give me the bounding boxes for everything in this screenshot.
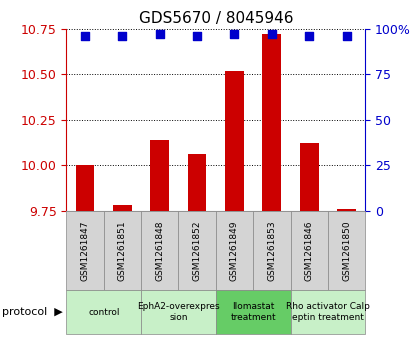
Text: GSM1261847: GSM1261847: [81, 220, 90, 281]
Text: Ilomastat
treatment: Ilomastat treatment: [230, 302, 276, 322]
Point: [82, 33, 88, 39]
Title: GDS5670 / 8045946: GDS5670 / 8045946: [139, 12, 293, 26]
Point: [194, 33, 200, 39]
Text: EphA2-overexpres
sion: EphA2-overexpres sion: [137, 302, 220, 322]
Bar: [151, 140, 169, 211]
Text: GSM1261851: GSM1261851: [118, 220, 127, 281]
Text: control: control: [88, 308, 120, 317]
Bar: [225, 71, 244, 211]
Point: [119, 33, 126, 39]
Bar: [337, 209, 356, 211]
Bar: [263, 34, 281, 211]
Text: GSM1261849: GSM1261849: [230, 220, 239, 281]
Point: [306, 33, 312, 39]
Bar: [76, 165, 95, 211]
Point: [269, 32, 275, 37]
Bar: [300, 143, 319, 211]
Text: protocol  ▶: protocol ▶: [2, 307, 62, 317]
Text: Rho activator Calp
eptin treatment: Rho activator Calp eptin treatment: [286, 302, 370, 322]
Point: [231, 32, 238, 37]
Text: GSM1261850: GSM1261850: [342, 220, 351, 281]
Bar: [113, 205, 132, 211]
Point: [343, 33, 350, 39]
Bar: [188, 154, 207, 211]
Text: GSM1261848: GSM1261848: [155, 220, 164, 281]
Text: GSM1261846: GSM1261846: [305, 220, 314, 281]
Text: GSM1261852: GSM1261852: [193, 220, 202, 281]
Text: GSM1261853: GSM1261853: [267, 220, 276, 281]
Point: [156, 32, 163, 37]
